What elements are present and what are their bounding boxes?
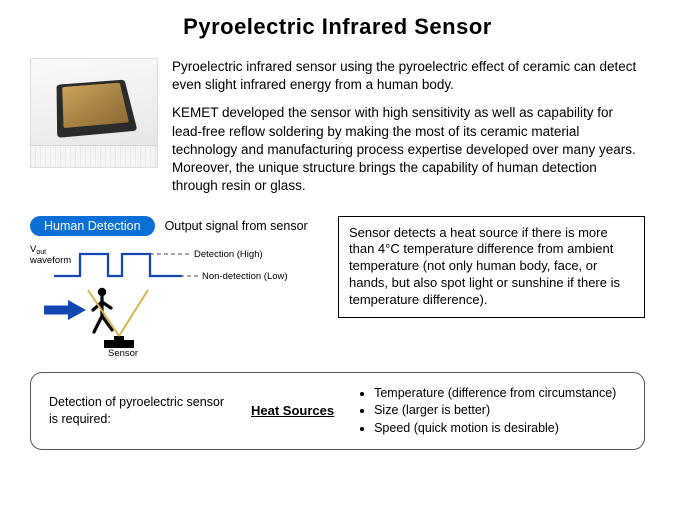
nondetection-low-label: Non-detection (Low): [202, 271, 288, 282]
bullet-item: Speed (quick motion is desirable): [374, 420, 626, 438]
requirements-text: Detection of pyroelectric sensor is requ…: [49, 394, 229, 428]
waveform-label: waveform: [30, 255, 71, 266]
mid-row: Human Detection Output signal from senso…: [0, 206, 675, 358]
output-diagram: Vout waveform Detection (High) Non-detec…: [30, 240, 300, 358]
badge-subtitle: Output signal from sensor: [165, 219, 308, 233]
heat-bullets: Temperature (difference from circumstanc…: [356, 385, 626, 438]
top-row: Pyroelectric infrared sensor using the p…: [0, 40, 675, 206]
page-title: Pyroelectric Infrared Sensor: [0, 0, 675, 40]
info-box: Sensor detects a heat source if there is…: [338, 216, 645, 318]
heat-sources-label: Heat Sources: [251, 403, 334, 418]
sensor-photo: [30, 58, 158, 168]
detection-high-label: Detection (High): [194, 249, 263, 260]
diagram-column: Human Detection Output signal from senso…: [30, 216, 320, 358]
requirements-box: Detection of pyroelectric sensor is requ…: [30, 372, 645, 451]
sensor-icon: [104, 340, 134, 348]
bullet-item: Size (larger is better): [374, 402, 626, 420]
intro-p2: KEMET developed the sensor with high sen…: [172, 104, 645, 195]
description: Pyroelectric infrared sensor using the p…: [172, 58, 645, 206]
human-detection-badge: Human Detection: [30, 216, 155, 236]
square-wave: [54, 254, 182, 276]
intro-p1: Pyroelectric infrared sensor using the p…: [172, 58, 645, 94]
sensor-label: Sensor: [108, 348, 138, 358]
bullet-item: Temperature (difference from circumstanc…: [374, 385, 626, 403]
